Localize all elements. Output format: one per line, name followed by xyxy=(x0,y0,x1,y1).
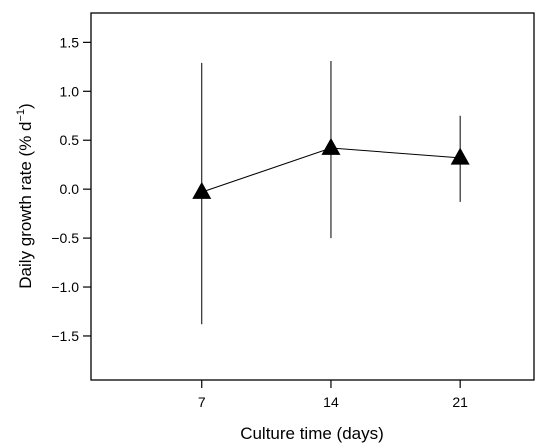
data-point-triangle xyxy=(321,137,341,155)
plot-area-frame xyxy=(90,12,535,381)
y-tick-label: 0.0 xyxy=(60,181,80,197)
y-axis-title: Daily growth rate (% d−1) xyxy=(15,103,35,288)
y-tick-label: 1.0 xyxy=(60,83,80,99)
data-point-triangle xyxy=(450,147,470,165)
x-axis: 7 14 21 xyxy=(198,380,468,410)
y-tick-label: 0.5 xyxy=(60,132,80,148)
y-axis-title-close: ) xyxy=(16,103,35,109)
y-tick-label: 1.5 xyxy=(60,34,80,50)
y-tick-label: −1.0 xyxy=(51,279,79,295)
y-axis-title-main: Daily growth rate (% d xyxy=(16,121,35,288)
series-layer xyxy=(192,60,470,325)
y-axis-title-sup: −1 xyxy=(15,109,27,122)
data-point-triangle xyxy=(192,181,212,199)
x-tick-label: 14 xyxy=(323,394,339,410)
x-tick-label: 7 xyxy=(198,394,206,410)
y-axis: 1.5 1.0 0.5 0.0 −0.5 −1.0 −1.5 xyxy=(51,34,91,344)
x-tick-label: 21 xyxy=(452,394,468,410)
x-axis-title: Culture time (days) xyxy=(240,424,384,443)
y-tick-label: −0.5 xyxy=(51,230,79,246)
y-tick-label: −1.5 xyxy=(51,328,79,344)
